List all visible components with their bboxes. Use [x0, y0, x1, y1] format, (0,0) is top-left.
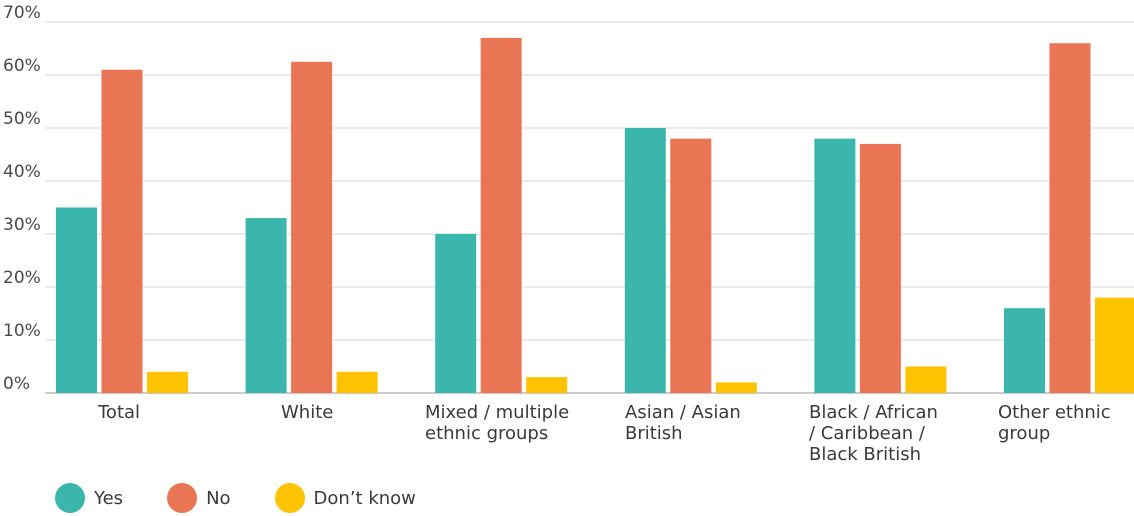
bar-dont-know [1095, 297, 1134, 393]
bar-yes [1004, 308, 1045, 393]
legend-swatch-dont-know [274, 483, 305, 513]
y-tick-label: 40% [3, 162, 41, 182]
bar-dont-know [526, 377, 568, 393]
y-tick-label: 20% [3, 268, 41, 288]
category-label-line: Asian / Asian [625, 402, 741, 423]
bar-no [101, 69, 143, 393]
y-tick-label: 50% [3, 109, 41, 129]
bar-yes [814, 138, 856, 393]
legend-label-yes: Yes [94, 487, 124, 509]
category-label: White [281, 402, 333, 423]
legend-item-no: No [167, 483, 231, 513]
legend-swatch-no [167, 483, 198, 513]
category-label-line: / Caribbean / [809, 423, 925, 444]
bar-no [480, 37, 522, 394]
bar-no [291, 61, 333, 394]
y-tick-label: 0% [3, 374, 30, 394]
category-label-line: British [625, 423, 683, 444]
y-tick-label: 10% [3, 321, 41, 341]
y-tick-label: 70% [3, 3, 41, 23]
bar-yes [56, 207, 97, 393]
gridlines [45, 21, 1134, 394]
bar-chart: 0% 10% 20% 30% 40% 50% 60% 70% [3, 3, 1134, 394]
category-label-line: Black / African [809, 402, 938, 423]
y-tick-label: 30% [3, 215, 41, 235]
legend: Yes No Don’t know [55, 483, 460, 513]
bar-yes [245, 218, 287, 393]
category-label: Black / African / Caribbean / Black Britis… [809, 402, 938, 465]
legend-label-no: No [206, 487, 231, 509]
category-label-line: ethnic groups [425, 423, 549, 444]
bars [56, 37, 1134, 394]
category-label: Total [98, 402, 140, 423]
category-label: Other ethnic group [998, 402, 1111, 444]
category-label-line: Mixed / multiple [425, 402, 570, 423]
bar-dont-know [715, 382, 757, 393]
bar-dont-know [905, 366, 947, 393]
category-label-line: Black British [809, 444, 922, 465]
category-label-line: Other ethnic [998, 402, 1111, 423]
category-label: Mixed / multiple ethnic groups [425, 402, 569, 444]
bar-yes [435, 234, 477, 393]
bar-dont-know [336, 371, 378, 393]
category-label-line: White [281, 402, 334, 423]
bar-yes [624, 128, 666, 393]
y-axis-ticks: 0% 10% 20% 30% 40% 50% 60% 70% [3, 3, 41, 394]
y-tick-label: 60% [3, 56, 41, 76]
bar-no [1049, 43, 1091, 393]
legend-item-yes: Yes [55, 483, 123, 513]
bar-no [670, 138, 712, 393]
category-label-line: group [998, 423, 1051, 444]
bar-no [859, 143, 901, 393]
bar-dont-know [147, 371, 188, 393]
legend-swatch-yes [55, 483, 85, 513]
legend-label-dont-know: Don’t know [313, 487, 416, 509]
category-label: Asian / Asian British [625, 402, 741, 444]
category-label-line: Total [98, 402, 141, 423]
legend-item-dont-know: Don’t know [274, 483, 416, 513]
